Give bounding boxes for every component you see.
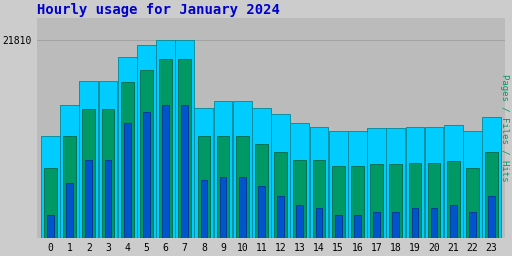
Bar: [354, 215, 361, 256]
Bar: [79, 81, 98, 256]
Bar: [315, 208, 323, 256]
Bar: [335, 215, 342, 256]
Bar: [412, 208, 418, 256]
Bar: [428, 163, 440, 256]
Bar: [409, 163, 421, 256]
Y-axis label: Pages / Files / Hits: Pages / Files / Hits: [500, 74, 509, 182]
Bar: [140, 70, 153, 256]
Text: Hourly usage for January 2024: Hourly usage for January 2024: [37, 3, 280, 17]
Bar: [367, 128, 386, 256]
Bar: [175, 40, 194, 256]
Bar: [387, 128, 405, 256]
Bar: [274, 152, 287, 256]
Bar: [431, 208, 437, 256]
Bar: [214, 101, 232, 256]
Bar: [63, 136, 76, 256]
Bar: [488, 196, 495, 256]
Bar: [137, 45, 156, 256]
Bar: [195, 108, 214, 256]
Bar: [178, 59, 191, 256]
Bar: [290, 123, 309, 256]
Bar: [220, 177, 226, 256]
Bar: [162, 104, 169, 256]
Bar: [370, 164, 383, 256]
Bar: [332, 166, 345, 256]
Bar: [450, 205, 457, 256]
Bar: [44, 167, 57, 256]
Bar: [447, 161, 460, 256]
Bar: [86, 160, 92, 256]
Bar: [99, 81, 117, 256]
Bar: [351, 166, 364, 256]
Bar: [121, 82, 134, 256]
Bar: [466, 167, 479, 256]
Bar: [118, 57, 137, 256]
Bar: [469, 212, 476, 256]
Bar: [82, 109, 95, 256]
Bar: [482, 117, 501, 256]
Bar: [444, 125, 463, 256]
Bar: [255, 144, 268, 256]
Bar: [329, 131, 348, 256]
Bar: [392, 212, 399, 256]
Bar: [156, 40, 175, 256]
Bar: [252, 108, 271, 256]
Bar: [463, 131, 482, 256]
Bar: [485, 152, 498, 256]
Bar: [296, 205, 303, 256]
Bar: [271, 114, 290, 256]
Bar: [293, 160, 306, 256]
Bar: [66, 183, 73, 256]
Bar: [313, 160, 325, 256]
Bar: [373, 212, 380, 256]
Bar: [348, 131, 367, 256]
Bar: [198, 136, 210, 256]
Bar: [201, 180, 207, 256]
Bar: [236, 136, 249, 256]
Bar: [159, 59, 172, 256]
Bar: [406, 126, 424, 256]
Bar: [424, 126, 443, 256]
Bar: [389, 164, 402, 256]
Bar: [239, 177, 246, 256]
Bar: [124, 123, 131, 256]
Bar: [310, 126, 328, 256]
Bar: [278, 196, 284, 256]
Bar: [104, 160, 111, 256]
Bar: [258, 186, 265, 256]
Bar: [143, 112, 150, 256]
Bar: [217, 136, 229, 256]
Bar: [181, 104, 188, 256]
Bar: [101, 109, 114, 256]
Bar: [41, 136, 60, 256]
Bar: [233, 101, 252, 256]
Bar: [60, 104, 79, 256]
Bar: [47, 215, 54, 256]
